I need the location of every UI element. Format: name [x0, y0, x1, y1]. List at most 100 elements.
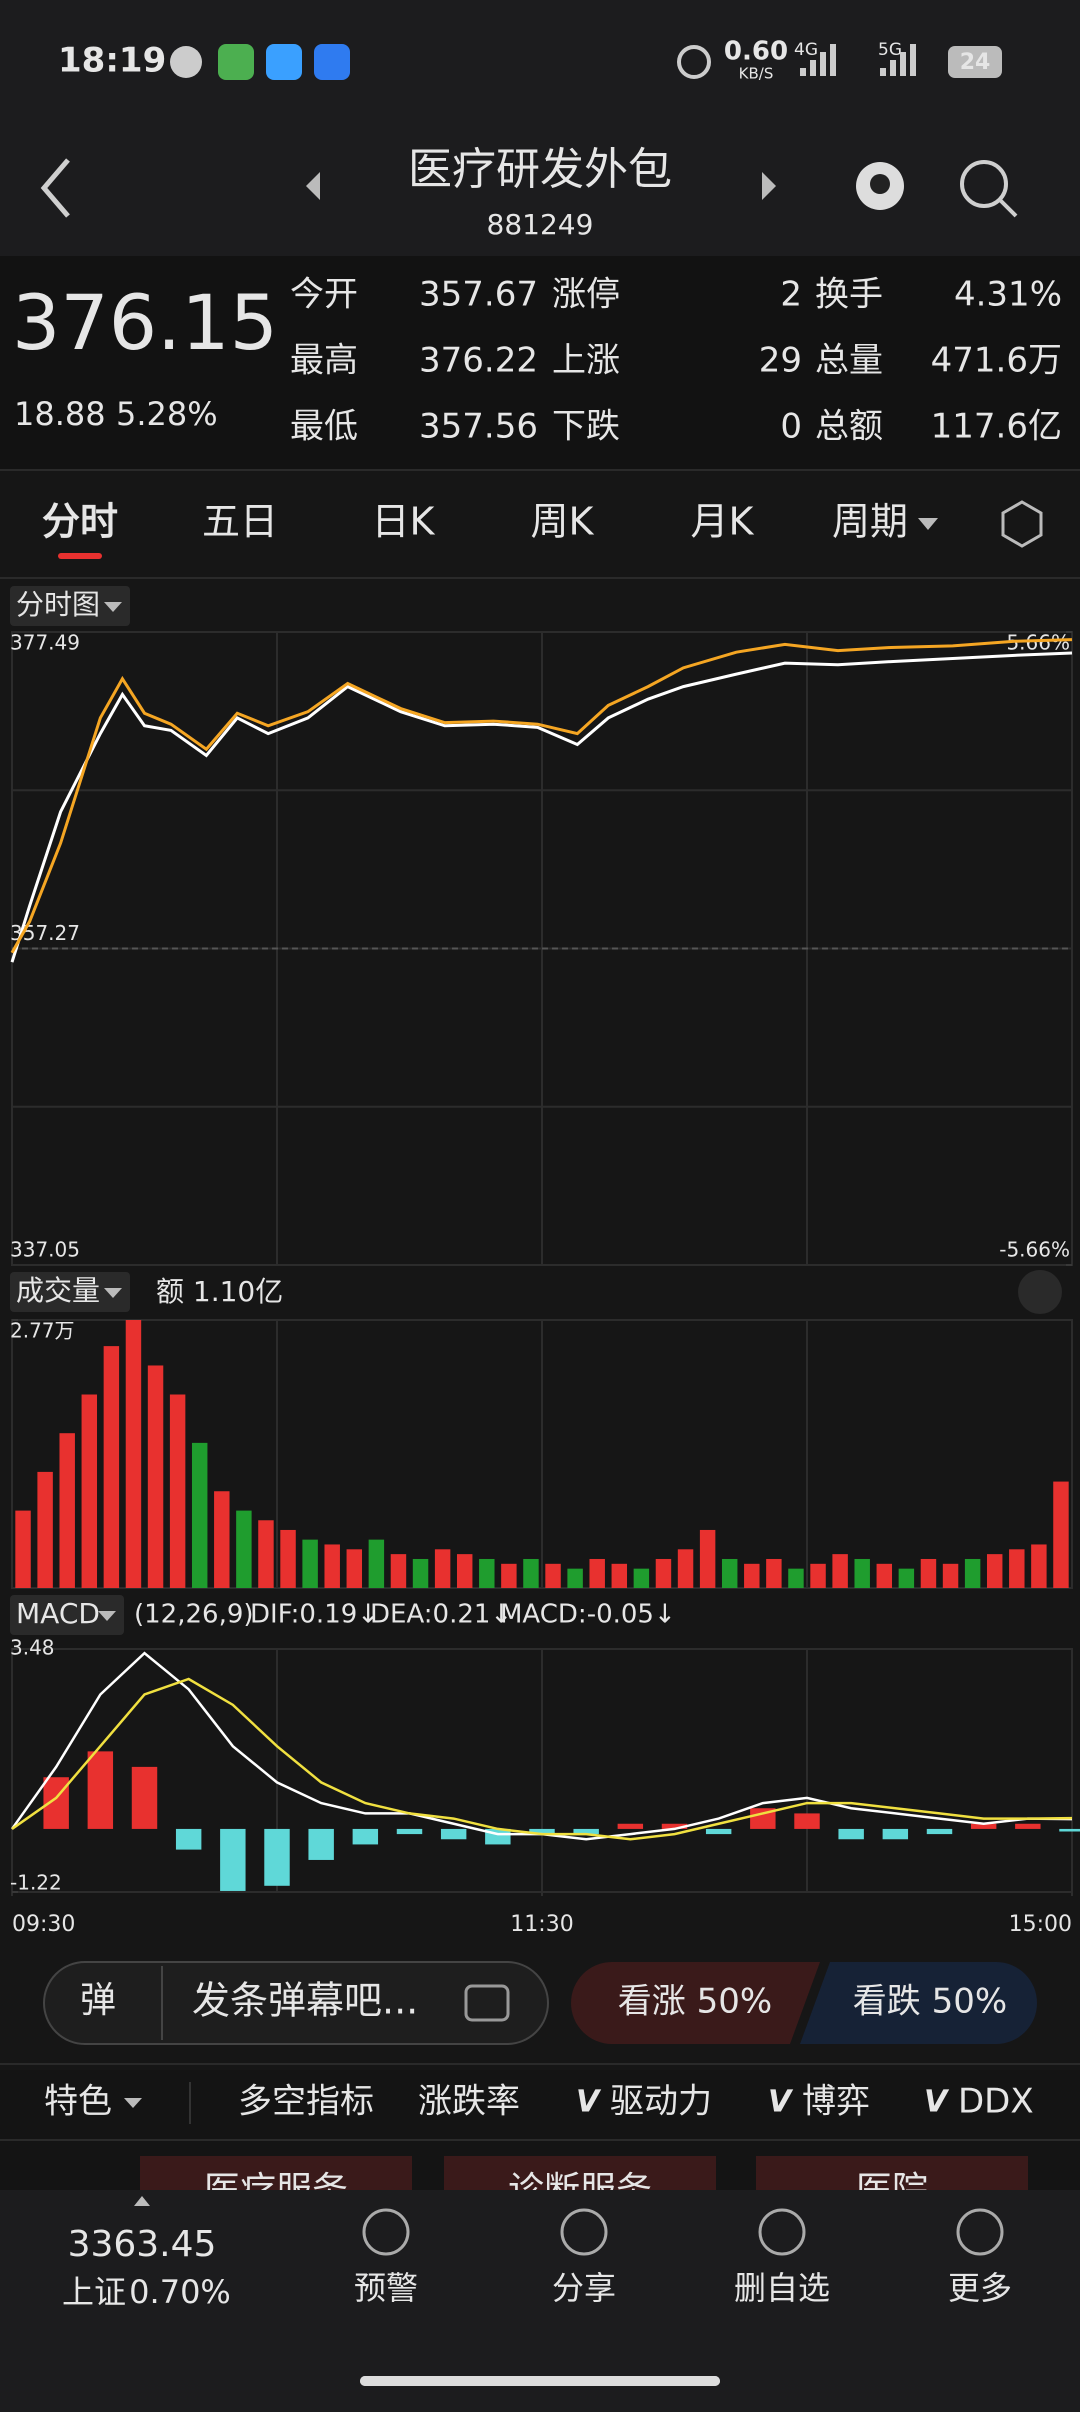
macd-bar	[926, 1828, 953, 1835]
y-tick-label: 2.77万	[10, 1319, 75, 1343]
volume-bar	[1053, 1481, 1069, 1588]
macd-bar	[440, 1828, 467, 1840]
volume-bar	[169, 1394, 186, 1588]
net-speed: 0.60	[724, 37, 788, 67]
quote-label: 最高	[290, 341, 358, 381]
signal-bar	[820, 52, 826, 76]
macd-bar	[970, 1823, 997, 1829]
period-tab[interactable]: 日K	[372, 500, 436, 544]
quote-label: 上涨	[552, 341, 620, 381]
price-change-pct: 5.28%	[116, 395, 218, 433]
macd-bar	[705, 1828, 732, 1835]
v-badge: V	[576, 2085, 602, 2120]
period-tab[interactable]: 五日	[202, 500, 278, 544]
price-line	[10, 638, 1073, 954]
prev-button[interactable]	[306, 172, 320, 200]
volume-bar	[236, 1510, 252, 1588]
volume-bar	[434, 1549, 451, 1588]
chart-selector[interactable]	[10, 586, 130, 626]
back-button[interactable]	[40, 158, 70, 218]
macd-bar	[220, 1828, 246, 1891]
macd-legend: MACD:-0.05↓	[500, 1600, 676, 1630]
signal-bar	[800, 68, 806, 76]
macd-bar	[396, 1828, 423, 1835]
index-pct: 0.70%	[129, 2273, 231, 2311]
y-tick-label: 337.05	[10, 1238, 80, 1262]
volume-bar	[876, 1563, 893, 1588]
nav-icon[interactable]	[560, 2208, 608, 2256]
chart-selector[interactable]	[10, 1595, 124, 1635]
volume-bar	[545, 1563, 561, 1588]
macd-line	[11, 1677, 1073, 1841]
quote-value: 471.6万	[931, 341, 1062, 381]
net-4g: 4G	[794, 40, 818, 60]
feature-tab[interactable]: 驱动力	[610, 2082, 712, 2122]
x-tick-label: 09:30	[12, 1912, 75, 1937]
chart-selector[interactable]	[10, 1272, 130, 1312]
y-tick-label: 3.48	[10, 1636, 55, 1660]
nav-icon[interactable]	[758, 2208, 806, 2256]
last-price: 376.15	[12, 278, 278, 367]
nav-icon[interactable]	[956, 2208, 1004, 2256]
macd-bar	[838, 1828, 864, 1840]
volume-bar	[368, 1539, 385, 1588]
volume-bar	[920, 1558, 937, 1588]
macd-bar	[131, 1766, 158, 1829]
period-tab[interactable]: 月K	[691, 500, 755, 544]
settings-icon[interactable]	[1001, 500, 1043, 548]
quote-value: 4.31%	[954, 275, 1062, 315]
signal-bar	[830, 44, 836, 76]
volume-bar	[986, 1554, 1003, 1588]
macd-bar	[750, 1808, 776, 1829]
macd-bar	[352, 1828, 379, 1845]
chart-selector-label: MACD	[16, 1597, 100, 1630]
quote-label: 下跌	[552, 407, 620, 447]
macd-bar	[308, 1828, 334, 1860]
macd-bar	[264, 1828, 290, 1886]
net-unit: KB/S	[739, 65, 774, 83]
feature-tab[interactable]: 特色	[44, 2082, 112, 2122]
danmu-placeholder[interactable]: 发条弹幕吧...	[192, 1979, 418, 2023]
nav-cover	[0, 2190, 1080, 2376]
search-handle	[998, 198, 1018, 218]
bull-button[interactable]	[571, 1962, 820, 2044]
volume-bar	[854, 1558, 870, 1588]
macd-bar	[529, 1828, 555, 1835]
period-tab[interactable]: 分时	[42, 500, 118, 544]
header-bg	[0, 0, 1080, 256]
quote-label: 换手	[815, 275, 883, 315]
quote-value: 2	[780, 275, 802, 315]
expand-button[interactable]	[1018, 1270, 1062, 1314]
macd-bar	[1015, 1823, 1041, 1829]
volume-bar	[655, 1558, 672, 1588]
volume-bar	[37, 1471, 53, 1588]
bear-button[interactable]	[800, 1962, 1037, 2044]
feature-tab[interactable]: 涨跌率	[418, 2082, 520, 2122]
signal-bar	[810, 60, 816, 76]
volume-bar	[1031, 1544, 1047, 1588]
feature-tab[interactable]: DDX	[958, 2082, 1034, 2122]
period-tab[interactable]: 周期	[832, 500, 908, 544]
bull-label: 看涨 50%	[618, 1982, 772, 2022]
volume-bar	[214, 1491, 230, 1588]
macd-bar	[617, 1823, 644, 1829]
quote-bg	[0, 256, 1080, 470]
search-icon[interactable]	[960, 160, 1008, 208]
send-icon	[464, 1984, 510, 2022]
nav-icon[interactable]	[362, 2208, 410, 2256]
volume-bar	[766, 1558, 782, 1588]
feature-tab[interactable]: 博弈	[802, 2082, 870, 2122]
feature-tab[interactable]: 多空指标	[238, 2082, 374, 2122]
period-tab[interactable]: 周K	[531, 500, 595, 544]
next-button[interactable]	[762, 172, 776, 200]
volume-bar	[59, 1433, 75, 1588]
nav-label: 预警	[354, 2269, 418, 2307]
danmu-input[interactable]	[43, 1961, 549, 2045]
dropdown-arrow	[918, 518, 938, 530]
volume-bar	[501, 1563, 517, 1588]
macd-bar	[175, 1828, 202, 1850]
macd-bar	[573, 1828, 599, 1835]
